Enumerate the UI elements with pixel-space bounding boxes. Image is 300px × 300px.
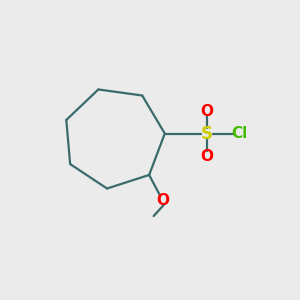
Text: O: O	[200, 148, 213, 164]
Text: S: S	[201, 124, 213, 142]
Text: O: O	[156, 193, 169, 208]
Text: Cl: Cl	[232, 126, 248, 141]
Text: O: O	[200, 103, 213, 118]
